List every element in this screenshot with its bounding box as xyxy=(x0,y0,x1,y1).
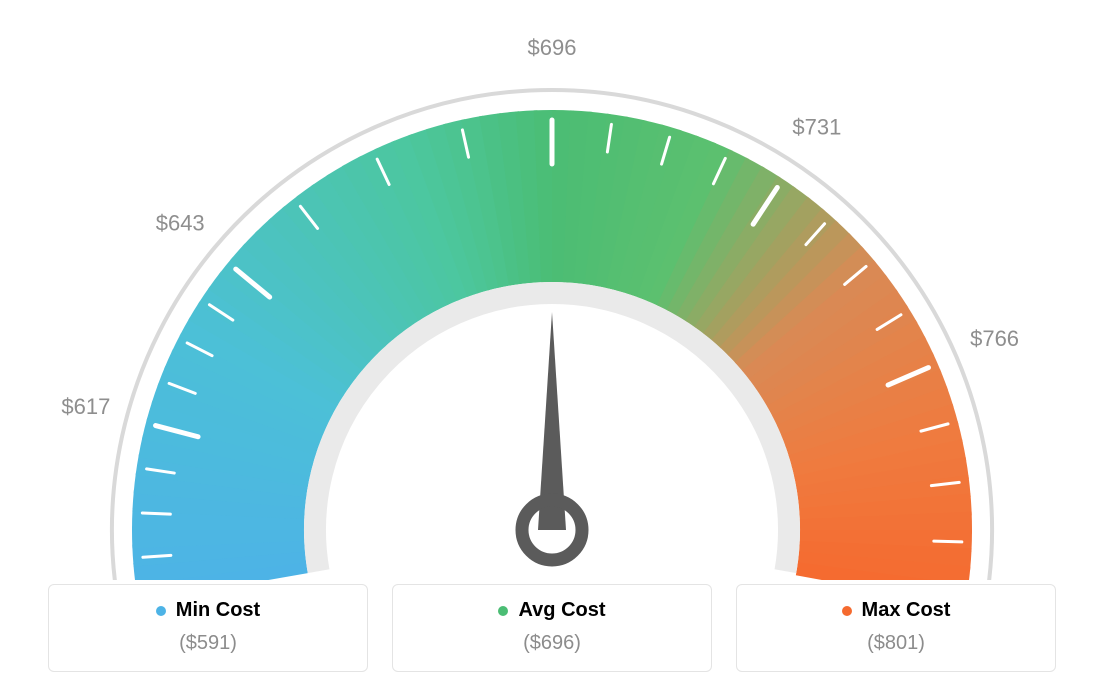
legend-dot-min xyxy=(156,606,166,616)
svg-text:$766: $766 xyxy=(970,326,1019,351)
legend-card-avg: Avg Cost ($696) xyxy=(392,584,712,672)
legend-dot-avg xyxy=(498,606,508,616)
svg-text:$696: $696 xyxy=(528,35,577,60)
legend-text-avg: Avg Cost xyxy=(518,599,605,622)
legend-card-min: Min Cost ($591) xyxy=(48,584,368,672)
svg-text:$617: $617 xyxy=(61,394,110,419)
legend-label-min: Min Cost xyxy=(156,599,260,622)
svg-text:$643: $643 xyxy=(156,210,205,235)
cost-gauge-container: $591$617$643$696$731$766$801 Min Cost ($… xyxy=(0,0,1104,690)
legend-label-max: Max Cost xyxy=(842,599,951,622)
svg-text:$731: $731 xyxy=(792,114,841,139)
legend-text-max: Max Cost xyxy=(862,599,951,622)
legend-value-avg: ($696) xyxy=(393,632,711,655)
legend-text-min: Min Cost xyxy=(176,599,260,622)
legend-row: Min Cost ($591) Avg Cost ($696) Max Cost… xyxy=(48,584,1056,672)
legend-dot-max xyxy=(842,606,852,616)
gauge-chart: $591$617$643$696$731$766$801 xyxy=(0,10,1104,580)
legend-label-avg: Avg Cost xyxy=(498,599,605,622)
legend-card-max: Max Cost ($801) xyxy=(736,584,1056,672)
legend-value-max: ($801) xyxy=(737,632,1055,655)
legend-value-min: ($591) xyxy=(49,632,367,655)
